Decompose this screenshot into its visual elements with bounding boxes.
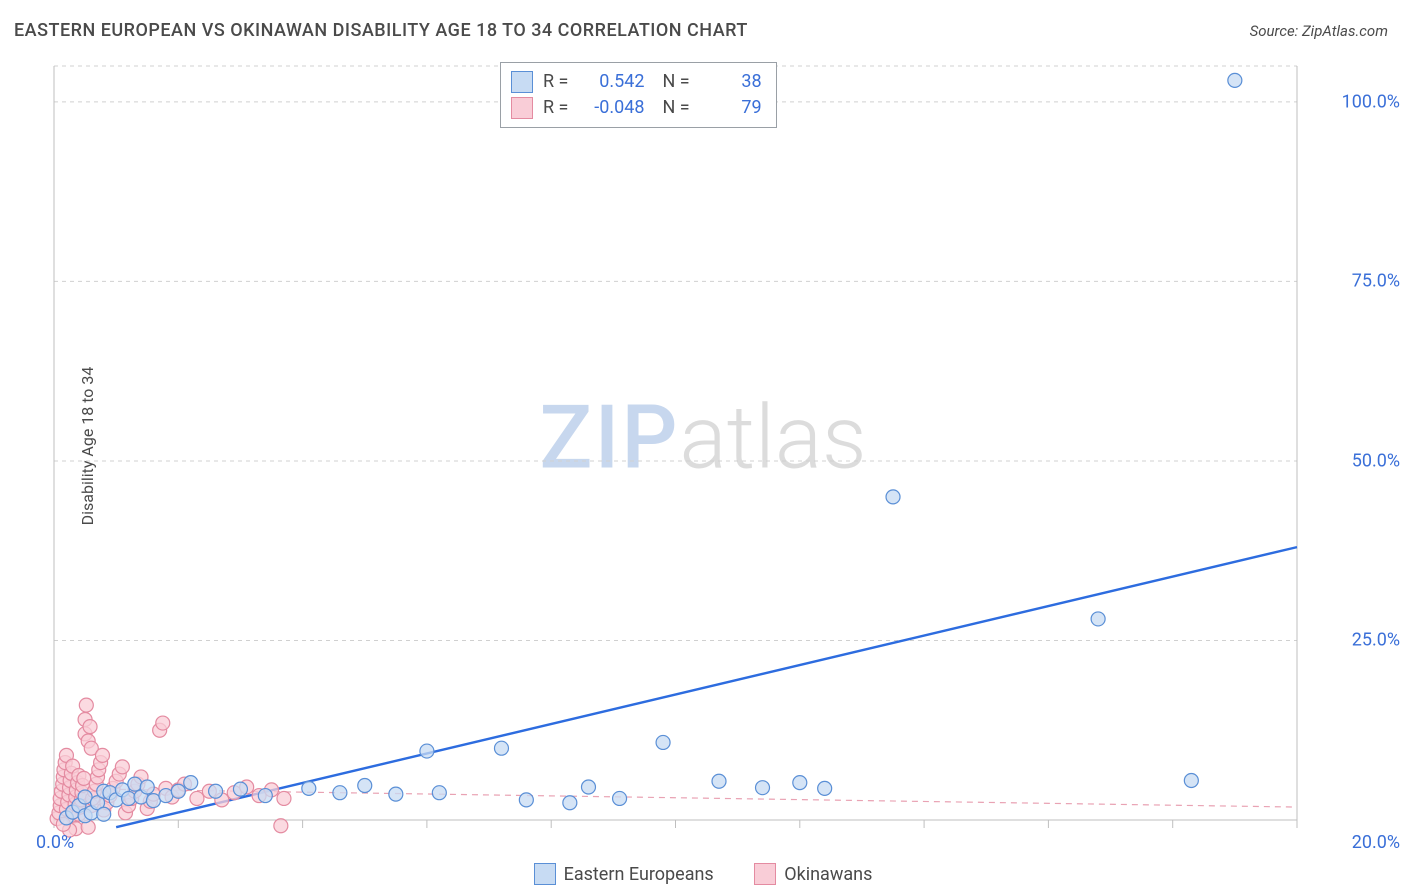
legend-item-pink: Okinawans <box>754 863 872 885</box>
legend-label-pink: Okinawans <box>784 864 872 885</box>
series-legend: Eastern Europeans Okinawans <box>0 863 1406 890</box>
x-origin-label: 0.0% <box>36 832 74 853</box>
n-label: N = <box>662 69 689 95</box>
n-value-pink: 79 <box>698 95 762 121</box>
swatch-pink-icon <box>511 97 533 119</box>
chart-title: EASTERN EUROPEAN VS OKINAWAN DISABILITY … <box>14 20 748 41</box>
legend-item-blue: Eastern Europeans <box>534 863 714 885</box>
stats-row-pink: R = -0.048 N = 79 <box>511 95 762 121</box>
r-label: R = <box>543 95 568 121</box>
swatch-blue-icon <box>534 863 556 885</box>
stats-legend: R = 0.542 N = 38 R = -0.048 N = 79 <box>500 62 777 128</box>
stats-row-blue: R = 0.542 N = 38 <box>511 69 762 95</box>
r-label: R = <box>543 69 568 95</box>
y-tick-label: 75.0% <box>1352 271 1400 292</box>
r-value-pink: -0.048 <box>580 95 644 121</box>
r-value-blue: 0.542 <box>580 69 644 95</box>
swatch-blue-icon <box>511 71 533 93</box>
n-label: N = <box>662 95 689 121</box>
source-credit: Source: ZipAtlas.com <box>1250 22 1388 40</box>
y-tick-label: 100.0% <box>1342 91 1400 112</box>
x-max-label: 20.0% <box>1352 832 1400 853</box>
n-value-blue: 38 <box>698 69 762 95</box>
y-tick-label: 50.0% <box>1352 450 1400 471</box>
y-tick-label: 25.0% <box>1352 630 1400 651</box>
legend-label-blue: Eastern Europeans <box>564 864 714 885</box>
swatch-pink-icon <box>754 863 776 885</box>
scatter-plot <box>48 60 1303 850</box>
